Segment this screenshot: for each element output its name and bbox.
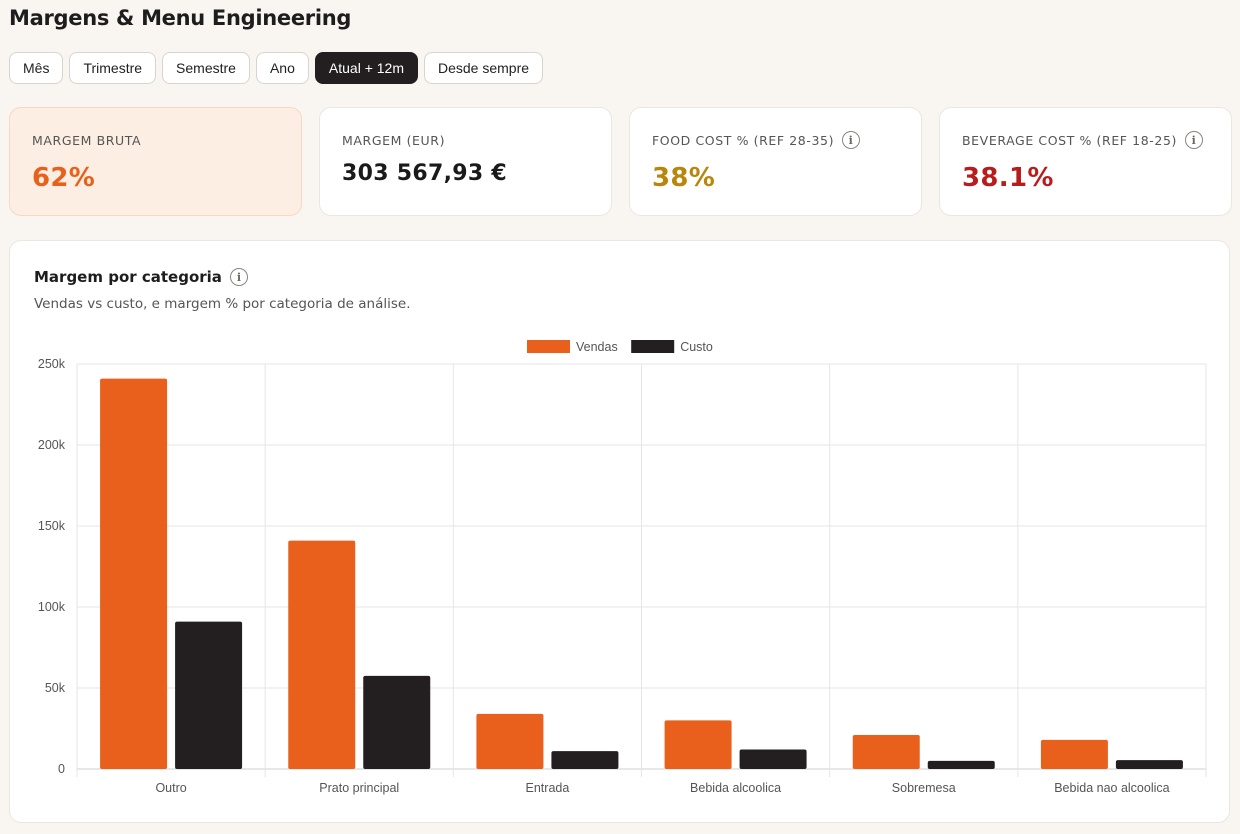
kpi-gross-margin-value: 62% [32,163,96,193]
legend-swatch-vendas [527,340,570,353]
x-tick-label: Sobremesa [892,781,956,795]
bar-custo [927,760,995,769]
bar-custo [739,749,807,769]
kpi-gross-margin-label: MARGEM BRUTA [32,131,279,149]
y-tick-label: 100k [38,600,66,614]
kpi-margin-eur-card: MARGEM (EUR) 303 567,93 € [319,107,612,216]
kpi-food-cost-label-text: FOOD COST % (REF 28-35) [652,132,835,148]
bar-custo [1115,760,1183,769]
kpi-beverage-cost-label-text: BEVERAGE COST % (REF 18-25) [962,132,1177,148]
x-tick-label: Outro [155,781,186,795]
kpi-row: MARGEM BRUTA 62% MARGEM (EUR) 303 567,93… [9,107,1232,216]
kpi-beverage-cost-label: BEVERAGE COST % (REF 18-25) i [962,131,1209,149]
bar-custo [175,621,243,769]
y-tick-label: 150k [38,519,66,533]
kpi-food-cost-card: FOOD COST % (REF 28-35) i 38% [629,107,922,216]
chart-title: Margem por categoria i [34,268,248,286]
x-tick-label: Bebida nao alcoolica [1054,781,1169,795]
period-selector: Mês Trimestre Semestre Ano Atual + 12m D… [9,52,544,84]
bar-vendas [100,378,168,769]
kpi-margin-eur-label-text: MARGEM (EUR) [342,132,446,148]
period-year-button[interactable]: Ano [255,52,309,84]
info-icon[interactable]: i [842,131,861,149]
y-tick-label: 250k [38,357,66,371]
bar-custo [363,675,431,769]
period-month-button[interactable]: Mês [9,52,64,84]
kpi-beverage-cost-card: BEVERAGE COST % (REF 18-25) i 38.1% [939,107,1232,216]
bar-vendas [1040,739,1108,769]
y-tick-label: 50k [45,681,66,695]
info-icon[interactable]: i [1184,131,1203,149]
y-tick-label: 200k [38,438,66,452]
margin-by-category-chart: 0 50k 100k 150k 200k 250k Outro Prato principal… [38,340,1207,795]
kpi-beverage-cost-value: 38.1% [962,163,1054,193]
kpi-margin-eur-label: MARGEM (EUR) [342,131,589,149]
period-semester-button[interactable]: Semestre [162,52,250,84]
legend-swatch-custo [631,340,675,353]
x-tick-label: Bebida alcoolica [690,781,781,795]
kpi-margin-eur-value: 303 567,93 € [342,161,508,186]
info-icon[interactable]: i [229,268,248,286]
bar-custo [551,751,619,769]
page-title: Margens & Menu Engineering [9,6,352,30]
kpi-food-cost-value: 38% [652,163,716,193]
x-tick-label: Prato principal [319,781,399,795]
period-quarter-button[interactable]: Trimestre [69,52,157,84]
margin-by-category-card: 0 50k 100k 150k 200k 250k Outro Prato principal… [9,240,1230,823]
x-tick-label: Entrada [526,781,570,795]
kpi-gross-margin-card: MARGEM BRUTA 62% [9,107,302,216]
bar-vendas [664,720,732,769]
legend-label-custo: Custo [680,340,713,354]
chart-subtitle: Vendas vs custo, e margem % por categori… [34,296,411,312]
kpi-food-cost-label: FOOD COST % (REF 28-35) i [652,131,899,149]
period-current-12m-button[interactable]: Atual + 12m [314,52,418,84]
kpi-gross-margin-label-text: MARGEM BRUTA [32,132,142,148]
bar-vendas [476,713,544,769]
y-tick-label: 0 [58,762,65,776]
chart-title-text: Margem por categoria [34,268,222,286]
period-all-time-button[interactable]: Desde sempre [424,52,544,84]
bar-vendas [852,734,920,769]
bar-vendas [288,540,356,769]
legend-label-vendas: Vendas [576,340,618,354]
